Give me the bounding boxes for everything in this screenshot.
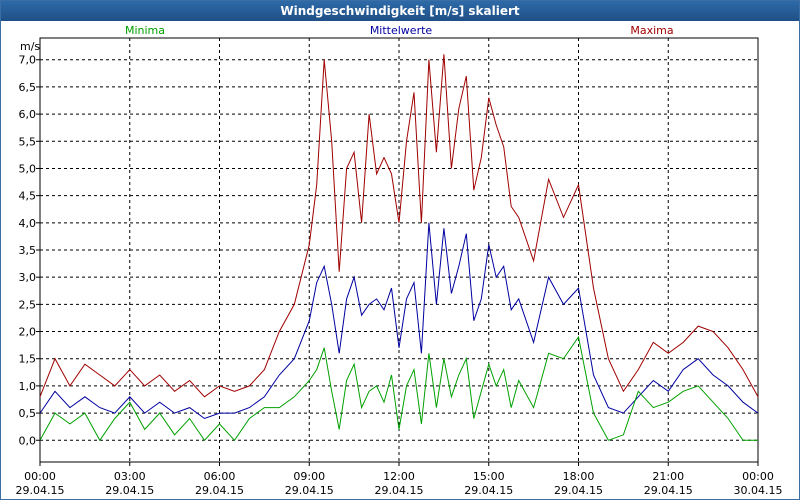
y-tick-label: 5,0	[19, 162, 37, 175]
x-tick-time: 00:00	[24, 470, 56, 483]
y-tick-label: 1,0	[19, 380, 37, 393]
legend-entry-maxima: Maxima	[630, 24, 673, 37]
x-tick-date: 29.04.15	[464, 484, 513, 497]
x-tick-time: 03:00	[114, 470, 146, 483]
series-line-maxima	[39, 54, 759, 398]
x-tick-date: 29.04.15	[16, 484, 65, 497]
y-tick-label: 0,0	[19, 434, 37, 447]
axes: 0,0 0,5 1,0 1,5 2,0 2,5 3,0 3,5 4,0 4,5 5,0 5,5 6,0 6…	[16, 40, 783, 497]
y-tick-label: 7,0	[19, 54, 37, 67]
y-tick-label: 6,0	[19, 108, 37, 121]
legend-entry-mittelwerte: Mittelwerte	[370, 24, 433, 37]
x-tick-date: 29.04.15	[375, 484, 424, 497]
x-tick-time: 21:00	[652, 470, 684, 483]
y-tick-label: 2,0	[19, 326, 37, 339]
x-tick-date: 29.04.15	[195, 484, 244, 497]
y-tick-label: 3,5	[19, 244, 37, 257]
x-tick-time: 09:00	[293, 470, 325, 483]
x-tick-date: 29.04.15	[644, 484, 693, 497]
x-tick-date: 29.04.15	[554, 484, 603, 497]
y-tick-label: 6,5	[19, 81, 37, 94]
series-group	[39, 54, 759, 442]
grid	[39, 37, 759, 463]
y-tick-label: 3,0	[19, 271, 37, 284]
legend-entry-minima: Minima	[125, 24, 165, 37]
y-tick-label: 1,5	[19, 353, 37, 366]
series-line-mittelwerte	[39, 222, 759, 420]
legend: Maxima Mittelwerte Minima	[125, 24, 674, 37]
series-line-minima	[39, 335, 758, 442]
y-tick-label: 4,0	[19, 217, 37, 230]
y-tick-label: 2,5	[19, 298, 37, 311]
x-tick-date: 29.04.15	[105, 484, 154, 497]
y-tick-label: 4,5	[19, 190, 37, 203]
x-tick-date: 29.04.15	[285, 484, 334, 497]
x-tick-time: 15:00	[473, 470, 505, 483]
x-tick-time: 00:00	[742, 470, 774, 483]
window-title: Windgeschwindigkeit [m/s] skaliert	[1, 1, 799, 21]
x-tick-time: 06:00	[204, 470, 236, 483]
y-tick-label: 5,5	[19, 135, 37, 148]
x-tick-time: 18:00	[563, 470, 595, 483]
y-axis-label: m/s	[20, 40, 40, 53]
x-tick-date: 30.04.15	[734, 484, 783, 497]
y-tick-label: 0,5	[19, 407, 37, 420]
x-tick-time: 12:00	[383, 470, 415, 483]
